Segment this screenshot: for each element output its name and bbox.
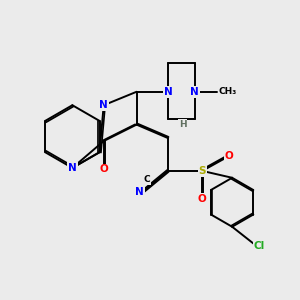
Text: N: N <box>135 187 144 197</box>
Text: CH₃: CH₃ <box>218 87 237 96</box>
Text: H: H <box>179 120 187 129</box>
Text: N: N <box>99 100 108 110</box>
Text: O: O <box>99 164 108 174</box>
Text: N: N <box>190 87 199 97</box>
Text: O: O <box>198 194 207 204</box>
Text: O: O <box>225 151 233 161</box>
Text: S: S <box>199 166 206 176</box>
Text: N: N <box>68 163 77 173</box>
Text: C: C <box>144 176 150 184</box>
Text: Cl: Cl <box>254 241 265 250</box>
Text: N: N <box>164 87 172 97</box>
